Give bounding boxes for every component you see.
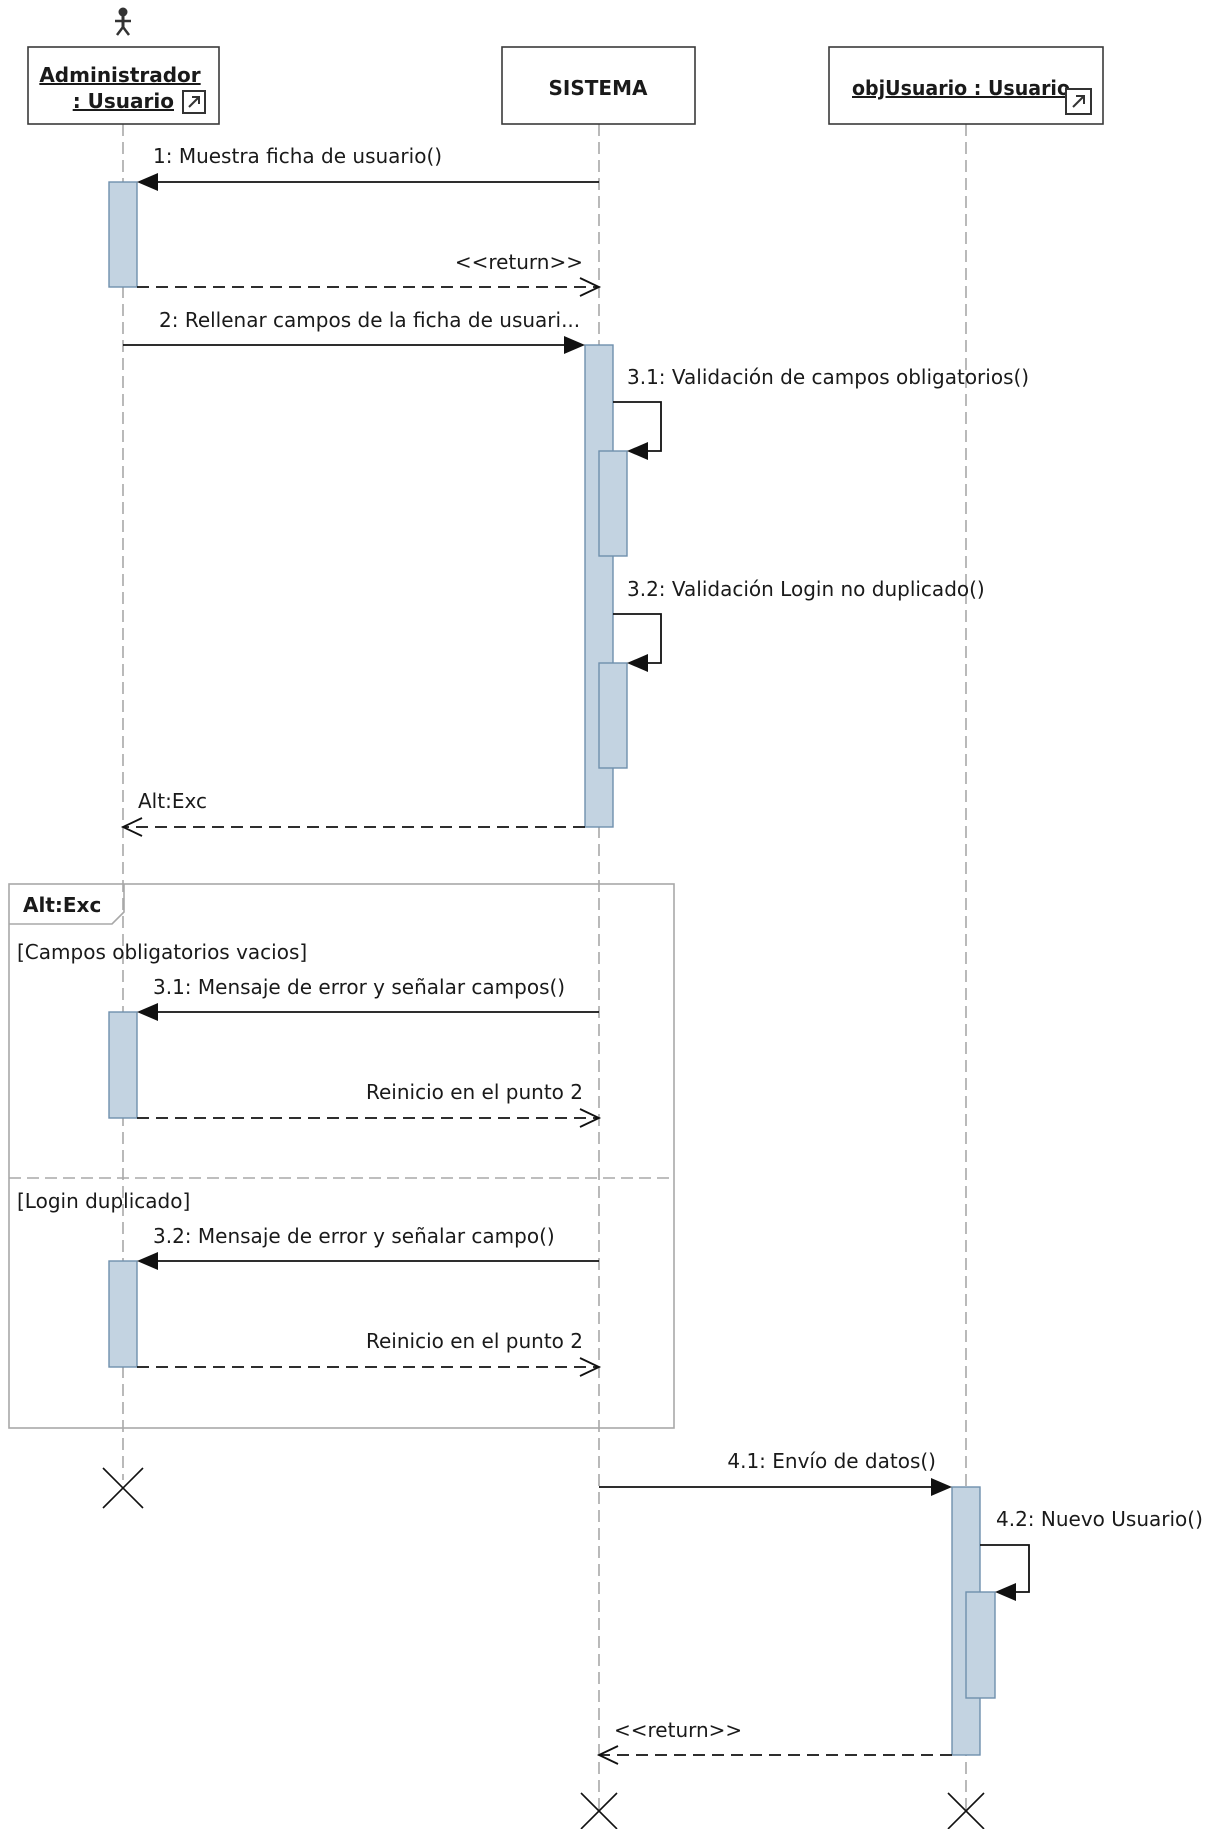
activation-admin-3 [108,1260,138,1368]
message-3-1-label: 3.1: Validación de campos obligatorios() [627,365,1029,389]
message-3-2-label: 3.2: Validación Login no duplicado() [627,577,985,601]
activation-objusuario-nuevo [965,1591,996,1699]
return-alt-exc-label: Alt:Exc [138,789,207,813]
message-error-login[interactable]: 3.2: Mensaje de error y señalar campo() [137,1224,599,1270]
message-2-label: 2: Rellenar campos de la ficha de usuari… [159,308,580,332]
actor-icon [115,7,131,36]
return-reinicio-1[interactable]: Reinicio en el punto 2 [137,1080,602,1128]
return-4[interactable]: <<return>> [596,1718,952,1765]
message-3-2-self[interactable]: 3.2: Validación Login no duplicado() [613,577,985,672]
activation-sistema-validacion-1 [598,450,628,557]
link-icon[interactable] [1065,88,1092,115]
lifeline-header-admin[interactable]: Administrador : Usuario [27,46,220,125]
activation-sistema-validacion-2 [598,662,628,769]
link-icon[interactable] [182,90,206,114]
message-4-2-self[interactable]: 4.2: Nuevo Usuario() [980,1507,1203,1601]
message-4-2-label: 4.2: Nuevo Usuario() [996,1507,1203,1531]
message-1-label: 1: Muestra ficha de usuario() [153,144,442,168]
message-error-campos[interactable]: 3.1: Mensaje de error y señalar campos() [137,975,599,1021]
alt-fragment-label: Alt:Exc [23,893,101,917]
admin-name-line1: Administrador [39,63,200,87]
message-3-1-self[interactable]: 3.1: Validación de campos obligatorios() [613,365,1029,460]
admin-name-line2: : Usuario [73,89,174,113]
destroy-mark-admin [102,1467,144,1509]
sistema-name: SISTEMA [549,76,648,100]
return-reinicio-2-label: Reinicio en el punto 2 [366,1329,583,1353]
activation-admin-2 [108,1011,138,1119]
lifeline-header-objusuario[interactable]: objUsuario : Usuario [828,46,1104,125]
guard-campos-vacios: [Campos obligatorios vacios] [17,940,307,964]
message-1[interactable]: 1: Muestra ficha de usuario() [137,144,599,191]
return-1[interactable]: <<return>> [137,250,602,297]
message-error-login-label: 3.2: Mensaje de error y señalar campo() [153,1224,555,1248]
message-2[interactable]: 2: Rellenar campos de la ficha de usuari… [123,308,585,354]
return-reinicio-1-label: Reinicio en el punto 2 [366,1080,583,1104]
destroy-mark-objusuario [947,1792,985,1829]
alt-fragment: Alt:Exc [Campos obligatorios vacios] [Lo… [8,883,675,1429]
message-error-campos-label: 3.1: Mensaje de error y señalar campos() [153,975,565,999]
return-4-label: <<return>> [614,1718,742,1742]
message-4-1[interactable]: 4.1: Envío de datos() [599,1449,952,1496]
destroy-mark-sistema [580,1792,618,1829]
return-reinicio-2[interactable]: Reinicio en el punto 2 [137,1329,602,1377]
return-alt-exc[interactable]: Alt:Exc [120,789,585,837]
guard-login-duplicado: [Login duplicado] [17,1189,190,1213]
objusuario-name: objUsuario : Usuario [852,76,1070,100]
lifeline-header-sistema[interactable]: SISTEMA [501,46,696,125]
return-1-label: <<return>> [455,250,583,274]
activation-admin-1 [108,181,138,288]
message-4-1-label: 4.1: Envío de datos() [727,1449,936,1473]
